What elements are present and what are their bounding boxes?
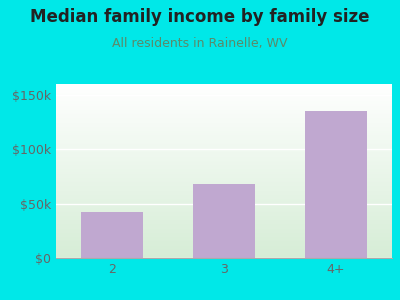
Bar [81, 212, 143, 258]
Bar [193, 184, 255, 258]
Text: Median family income by family size: Median family income by family size [30, 8, 370, 26]
Bar [305, 111, 367, 258]
Text: All residents in Rainelle, WV: All residents in Rainelle, WV [112, 38, 288, 50]
